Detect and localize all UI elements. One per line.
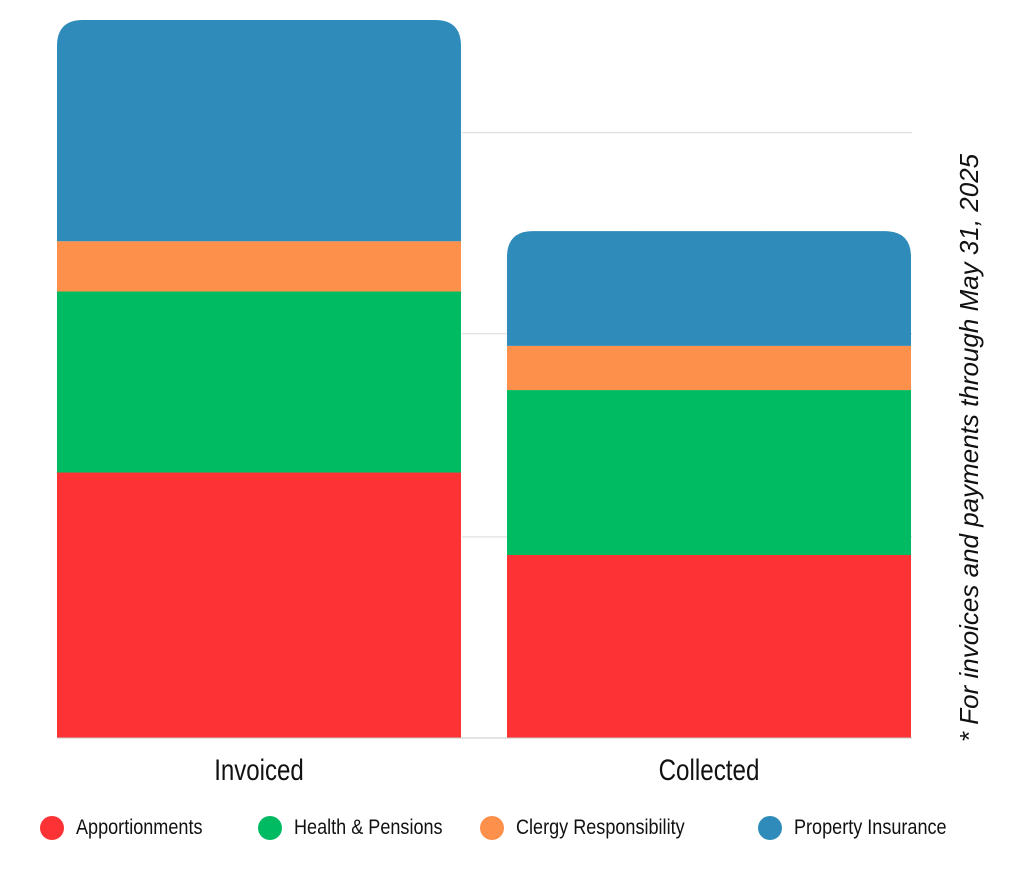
legend-label: Clergy Responsibility: [516, 816, 685, 839]
bar-segment-health-pensions-invoiced: [57, 291, 461, 473]
legend-item-apportionments: Apportionments: [40, 806, 223, 850]
category-label-collected: Collected: [659, 754, 760, 787]
chart-footnote: * For invoices and payments through May …: [954, 153, 984, 742]
legend-label: Property Insurance: [794, 816, 947, 839]
bar-segment-apportionments-invoiced: [57, 472, 461, 738]
bar-segment-clergy-responsibility-invoiced: [57, 241, 461, 292]
bar-segment-property-insurance-collected: [507, 231, 911, 346]
category-labels: Invoiced Collected: [214, 754, 759, 787]
legend-item-health-pensions: Health & Pensions: [258, 806, 467, 850]
bar-segment-clergy-responsibility-collected: [507, 345, 911, 391]
bar-segment-property-insurance-invoiced: [57, 20, 461, 242]
legend-swatch: [40, 816, 64, 840]
bar-segment-apportionments-collected: [507, 554, 911, 738]
legend-label: Health & Pensions: [294, 816, 443, 839]
legend-item-clergy-responsibility: Clergy Responsibility: [480, 806, 712, 850]
category-label-invoiced: Invoiced: [214, 754, 304, 787]
legend-swatch: [480, 816, 504, 840]
bar-segment-health-pensions-collected: [507, 390, 911, 555]
legend-swatch: [258, 816, 282, 840]
legend-swatch: [758, 816, 782, 840]
bars: [57, 20, 911, 738]
chart-legend: Apportionments Health & Pensions Clergy Re…: [0, 806, 1012, 850]
legend-label: Apportionments: [76, 816, 203, 839]
legend-item-property-insurance: Property Insurance: [758, 806, 971, 850]
